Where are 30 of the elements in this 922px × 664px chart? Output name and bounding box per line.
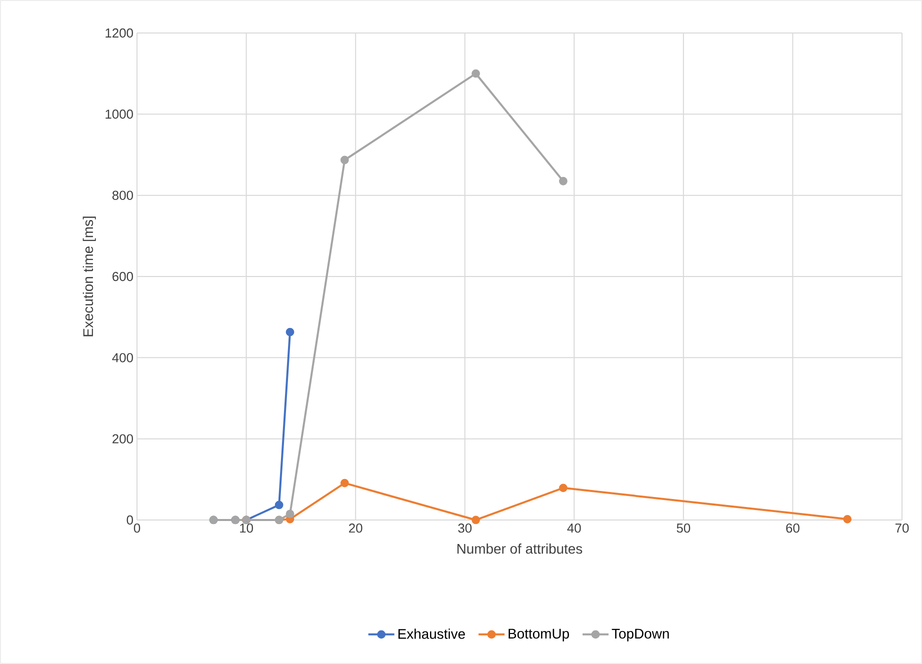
point bbox=[559, 484, 568, 492]
point bbox=[286, 510, 294, 518]
y-axis-title: Execution time [ms] bbox=[82, 216, 96, 336]
legend-label: BottomUp bbox=[508, 628, 569, 642]
x-tick-label: 0 bbox=[134, 524, 140, 533]
point bbox=[472, 69, 480, 78]
y-tick-label: 400 bbox=[112, 353, 133, 362]
x-tick-label: 70 bbox=[895, 524, 909, 533]
legend-label: TopDown bbox=[612, 628, 669, 642]
x-axis-title: Number of attributes bbox=[457, 544, 582, 554]
point bbox=[559, 176, 568, 186]
x-tick-label: 20 bbox=[349, 524, 362, 533]
point bbox=[340, 156, 349, 164]
x-tick-label: 50 bbox=[676, 524, 690, 533]
y-tick-label: 0 bbox=[126, 515, 133, 525]
x-tick-label: 60 bbox=[786, 524, 800, 533]
y-tick-label: 800 bbox=[112, 190, 133, 200]
point bbox=[340, 478, 349, 488]
y-tick-label: 1200 bbox=[106, 28, 133, 38]
y-tick-label: 1000 bbox=[106, 110, 133, 119]
y-tick-label: 200 bbox=[112, 434, 133, 444]
y-tick-label: 600 bbox=[112, 272, 133, 282]
x-tick-label: 10 bbox=[240, 524, 253, 533]
x-tick-label: 30 bbox=[458, 524, 472, 533]
point bbox=[274, 500, 284, 510]
point bbox=[286, 328, 294, 336]
point bbox=[843, 514, 852, 524]
point bbox=[472, 516, 480, 524]
legend-label: Exhaustive bbox=[398, 628, 465, 639]
x-tick-label: 40 bbox=[567, 524, 581, 533]
